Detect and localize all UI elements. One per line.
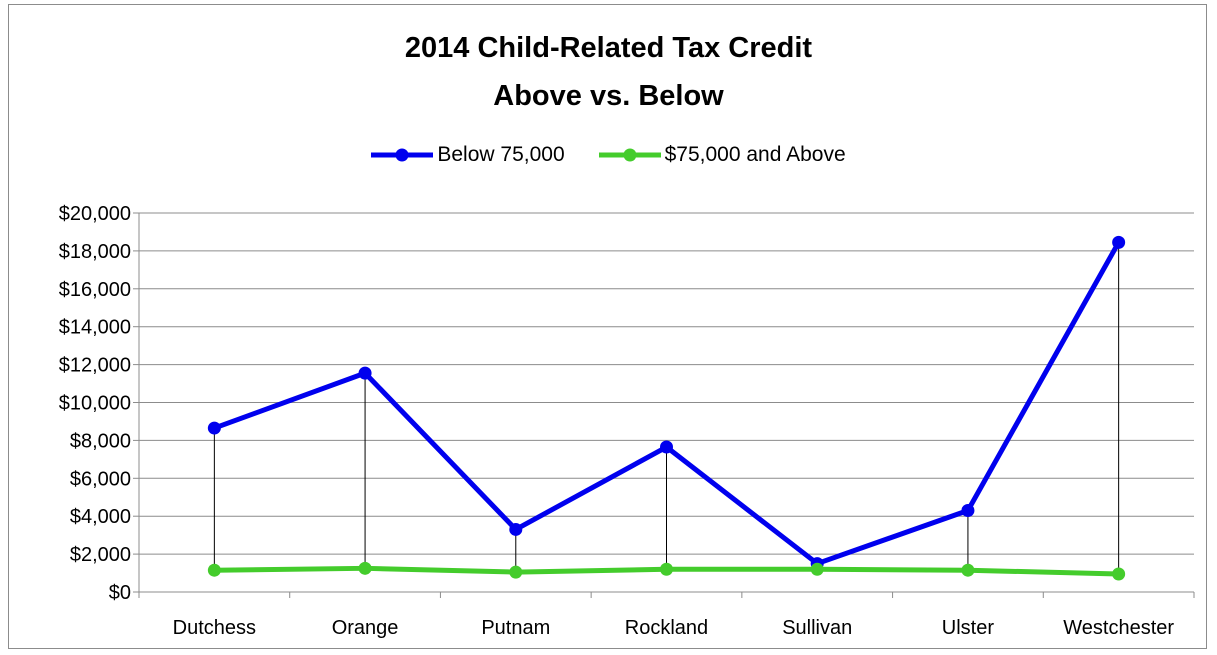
- y-tick-label-4: $8,000: [70, 430, 131, 452]
- series-0-point-dutchess: [207, 421, 221, 435]
- series-1-point-orange: [358, 561, 372, 575]
- x-tick-label-orange: Orange: [332, 617, 399, 639]
- series-1-point-putnam: [509, 565, 523, 579]
- y-tick-label-6: $12,000: [59, 355, 131, 377]
- y-tick-label-7: $14,000: [59, 317, 131, 339]
- y-tick-label-8: $16,000: [59, 279, 131, 301]
- x-tick-label-putnam: Putnam: [481, 617, 550, 639]
- legend-item-below: Below 75,000: [371, 143, 565, 167]
- series-0-point-rockland: [660, 440, 673, 454]
- y-tick-label-5: $10,000: [59, 393, 131, 415]
- series-1-point-ulster: [961, 563, 975, 577]
- series-0-point-putnam: [509, 522, 523, 536]
- chart-title-line2: Above vs. Below: [493, 80, 724, 112]
- x-tick-label-rockland: Rockland: [625, 617, 708, 639]
- series-1-point-sullivan: [810, 562, 824, 576]
- x-tick-label-westchester: Westchester: [1063, 617, 1174, 639]
- legend-swatch-above: [598, 148, 661, 162]
- series-0-point-westchester: [1112, 235, 1126, 249]
- series-0-point-ulster: [961, 504, 975, 518]
- series-1-point-dutchess: [207, 563, 221, 577]
- y-tick-label-2: $4,000: [70, 506, 131, 528]
- x-tick-label-dutchess: Dutchess: [173, 617, 256, 639]
- series-1-point-rockland: [660, 562, 673, 576]
- y-tick-label-3: $6,000: [70, 468, 131, 490]
- series-1-point-westchester: [1112, 567, 1126, 581]
- x-tick-label-sullivan: Sullivan: [782, 617, 852, 639]
- y-tick-label-1: $2,000: [70, 544, 131, 566]
- chart-title-line1: 2014 Child-Related Tax Credit: [404, 32, 813, 64]
- legend-label-below: Below 75,000: [437, 143, 565, 166]
- x-tick-label-ulster: Ulster: [942, 617, 995, 639]
- legend-swatch-below: [371, 148, 434, 162]
- series-0-point-orange: [358, 366, 372, 380]
- y-tick-label-0: $0: [109, 582, 131, 604]
- y-tick-label-9: $18,000: [59, 241, 131, 263]
- legend-label-above: $75,000 and Above: [664, 143, 846, 166]
- legend-item-above: $75,000 and Above: [598, 143, 846, 167]
- y-tick-label-10: $20,000: [59, 203, 131, 225]
- chart-legend: Below 75,000 $75,000 and Above: [0, 143, 1217, 167]
